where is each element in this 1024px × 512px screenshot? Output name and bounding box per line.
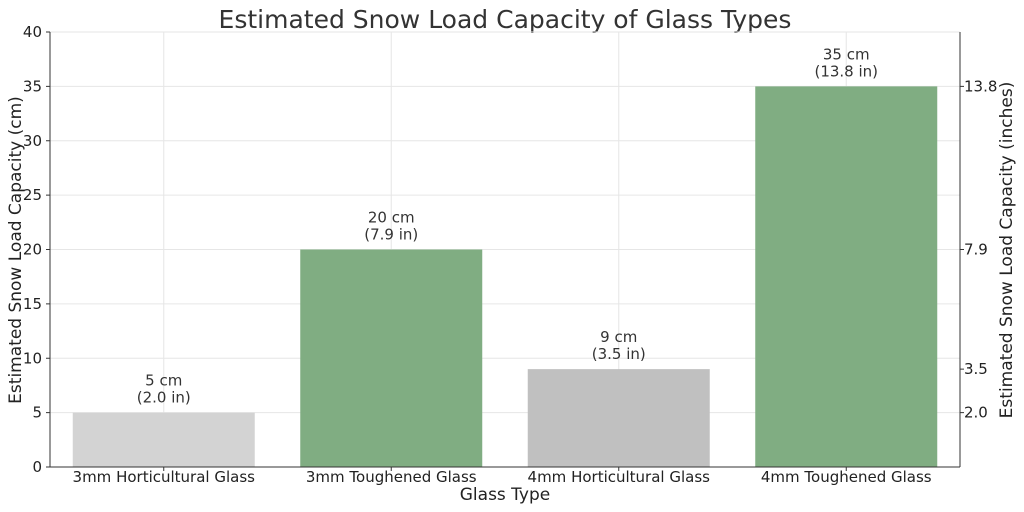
x-tick-label: 3mm Horticultural Glass bbox=[73, 468, 256, 486]
data-label-in: (7.9 in) bbox=[364, 226, 418, 244]
x-axis-label: Glass Type bbox=[460, 485, 550, 505]
data-label-cm: 35 cm bbox=[823, 45, 870, 63]
data-label-in: (2.0 in) bbox=[137, 389, 191, 407]
data-labels: 5 cm(2.0 in) 20 cm(7.9 in) 9 cm(3.5 in) 35 … bbox=[137, 45, 878, 406]
y2-tick-label: 7.9 bbox=[964, 241, 988, 259]
y2-tick-label: 2.0 bbox=[964, 404, 988, 422]
x-tick-label: 4mm Horticultural Glass bbox=[528, 468, 711, 486]
bars bbox=[72, 86, 938, 467]
y-tick-label: 20 bbox=[23, 241, 42, 259]
data-label-cm: 5 cm bbox=[145, 372, 182, 390]
data-label-cm: 20 cm bbox=[368, 209, 415, 227]
y-tick-label: 15 bbox=[23, 295, 42, 313]
data-label-in: (13.8 in) bbox=[814, 62, 878, 80]
data-label-cm: 9 cm bbox=[600, 328, 637, 346]
x-tick-label: 4mm Toughened Glass bbox=[761, 468, 932, 486]
y-axis-label: Estimated Snow Load Capacity (cm) bbox=[6, 96, 26, 404]
y-tick-label: 0 bbox=[32, 458, 42, 476]
bar bbox=[300, 249, 483, 467]
x-tick-label: 3mm Toughened Glass bbox=[306, 468, 477, 486]
y-tick-label: 25 bbox=[23, 186, 42, 204]
bar bbox=[755, 86, 938, 467]
y2-tick-label: 13.8 bbox=[964, 77, 997, 95]
axes: 0 5 10 15 20 25 30 35 40 2.0 3.5 7.9 13.8 3mm Horticu… bbox=[23, 23, 998, 486]
chart-title: Estimated Snow Load Capacity of Glass Ty… bbox=[219, 5, 792, 34]
y-tick-label: 35 bbox=[23, 77, 42, 95]
bar bbox=[527, 369, 710, 467]
y-tick-label: 10 bbox=[23, 349, 42, 367]
bar bbox=[72, 412, 255, 467]
y-tick-label: 5 bbox=[32, 404, 42, 422]
y2-tick-label: 3.5 bbox=[964, 360, 988, 378]
y2-axis-label: Estimated Snow Load Capacity (inches) bbox=[997, 82, 1017, 419]
data-label-in: (3.5 in) bbox=[592, 345, 646, 363]
y-tick-label: 40 bbox=[23, 23, 42, 41]
y-tick-label: 30 bbox=[23, 132, 42, 150]
